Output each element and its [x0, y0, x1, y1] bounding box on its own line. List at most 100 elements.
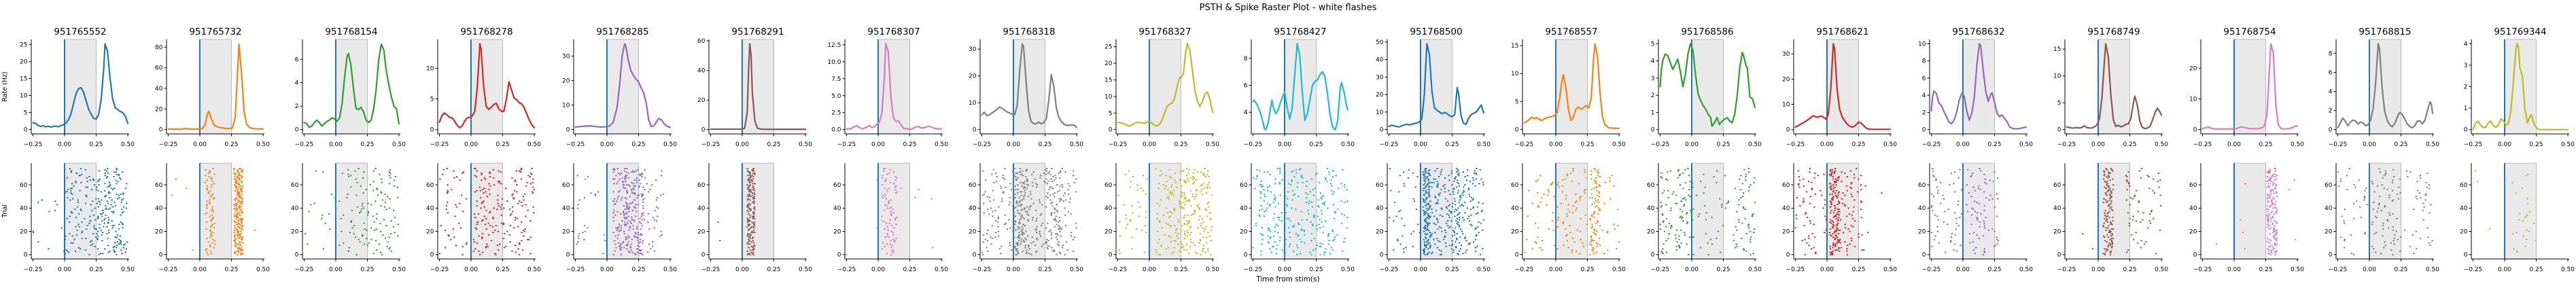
spike-dot [616, 227, 619, 229]
spike-dot [638, 194, 640, 196]
spike-dot [88, 254, 90, 256]
spike-dot [2270, 199, 2273, 201]
spike-dot [625, 175, 627, 177]
spike-dot [626, 237, 628, 239]
spike-dot [1424, 205, 1427, 207]
spike-dot [1168, 216, 1170, 218]
spike-dot [612, 212, 614, 214]
spike-dot [1264, 193, 1266, 195]
spike-dot [473, 250, 475, 252]
spike-dot [1184, 230, 1186, 232]
spike-dot [1285, 204, 1288, 206]
spike-dot [102, 252, 104, 254]
spike-dot [1328, 240, 1331, 242]
spike-dot [2132, 239, 2135, 241]
spike-dot [118, 239, 120, 241]
spike-dot [1119, 235, 1121, 237]
spike-dot [1554, 224, 1557, 226]
spike-dot [1803, 198, 1805, 200]
spike-dot [1318, 206, 1320, 208]
spike-dot [1425, 244, 1427, 246]
spike-dot [361, 205, 364, 207]
spike-dot [635, 204, 637, 206]
spike-dot [356, 181, 358, 184]
spike-dot [1996, 215, 1998, 218]
spike-dot [1440, 227, 1442, 229]
y-tick-label: 40 [20, 205, 28, 212]
spike-dot [234, 186, 237, 188]
spike-dot [986, 196, 989, 198]
spike-dot [1461, 205, 1464, 207]
spike-dot [1160, 245, 1162, 247]
spike-dot [65, 235, 67, 237]
spike-dot [1422, 171, 1424, 173]
spike-dot [1050, 213, 1053, 215]
spike-dot [1062, 247, 1064, 249]
spike-dot [1190, 214, 1192, 216]
spike-dot [1832, 247, 1834, 249]
spike-dot [1677, 244, 1680, 246]
spike-dot [746, 226, 749, 228]
x-tick-label: 0.00 [329, 141, 343, 148]
spike-dot [2152, 178, 2155, 180]
spike-dot [363, 222, 365, 224]
spike-dot [1207, 201, 1210, 203]
stim-window-span [742, 39, 775, 135]
spike-dot [1413, 200, 1415, 202]
spike-dot [239, 209, 242, 211]
spike-dot [1168, 235, 1170, 237]
spike-dot [1591, 215, 1593, 218]
spike-dot [1982, 220, 1985, 222]
spike-dot [515, 180, 517, 182]
spike-dot [1427, 229, 1430, 231]
spike-dot [2275, 212, 2277, 214]
spike-dot [2267, 216, 2269, 218]
spike-dot [78, 213, 80, 215]
spike-dot [71, 212, 73, 214]
spike-dot [1727, 200, 1729, 202]
spike-dot [1168, 169, 1170, 171]
spike-dot [393, 185, 396, 187]
spike-dot [1297, 235, 1299, 237]
spike-dot [1830, 172, 1833, 174]
spike-dot [747, 205, 749, 207]
spike-dot [1455, 247, 1457, 249]
spike-dot [1423, 241, 1425, 243]
spike-dot [1829, 170, 1831, 172]
spike-dot [1142, 175, 1144, 177]
spike-dot [442, 169, 445, 171]
spike-dot [375, 228, 377, 230]
spike-dot [892, 234, 894, 236]
spike-dot [1202, 173, 1204, 175]
spike-dot [1830, 212, 1832, 214]
spike-dot [234, 236, 236, 238]
spike-dot [612, 200, 614, 202]
spike-dot [1268, 241, 1270, 243]
spike-dot [1858, 232, 1860, 235]
spike-dot [1744, 218, 1746, 220]
spike-dot [1439, 192, 1441, 194]
spike-dot [747, 204, 749, 206]
spike-dot [239, 196, 241, 198]
spike-dot [107, 219, 110, 221]
spike-dot [983, 234, 985, 236]
spike-dot [1976, 212, 1979, 214]
spike-dot [347, 176, 350, 178]
spike-dot [1467, 218, 1469, 220]
spike-dot [1835, 235, 1837, 237]
spike-dot [1997, 240, 1999, 242]
spike-dot [1678, 245, 1680, 247]
spike-dot [1931, 168, 1933, 170]
y-tick-label: 4 [295, 80, 299, 87]
spike-dot [1205, 226, 1207, 228]
spike-dot [640, 196, 642, 198]
spike-dot [1951, 232, 1953, 235]
spike-dot [633, 192, 636, 194]
spike-dot [1422, 209, 1425, 211]
spike-dot [1811, 181, 1813, 184]
spike-dot [625, 236, 627, 238]
spike-dot [1429, 175, 1431, 177]
spike-dot [1968, 232, 1970, 235]
